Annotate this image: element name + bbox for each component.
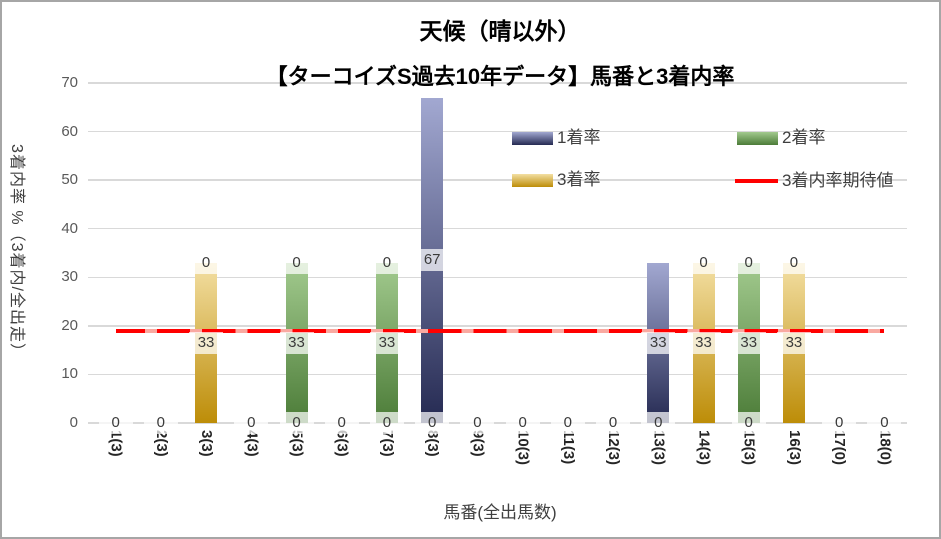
legend-item-3rd-rate: 3着率 (512, 170, 600, 190)
y-tick-label-50: 50 (61, 171, 78, 189)
data-label-horse-7: 0 (369, 412, 404, 434)
data-label-horse-1: 0 (98, 412, 133, 434)
legend-item-expected-rate: 3着内率期待値 (735, 171, 893, 191)
data-label-horse-7: 0 (369, 251, 404, 274)
legend-item-2nd-rate: 2着率 (737, 128, 825, 148)
chart-title-line2: 【ターコイズS過去10年データ】馬番と3着内率 (265, 64, 735, 89)
gridline-20 (88, 325, 907, 327)
x-tick-label-2: 2(3) (152, 430, 170, 457)
legend-swatch-expected-rate-line-icon (735, 179, 778, 183)
y-axis-title: 3着内率 %（3着内/全出走） (8, 144, 25, 360)
x-tick-label-11: 11(3) (559, 430, 577, 465)
data-label-horse-10: 0 (505, 412, 540, 434)
x-tick-label-12: 12(3) (605, 430, 623, 466)
data-label-horse-18: 0 (867, 412, 902, 434)
data-label-horse-6: 0 (324, 412, 359, 434)
data-label-horse-2: 0 (143, 412, 178, 434)
x-axis-title: 馬番(全出馬数) (443, 503, 557, 522)
y-tick-label-40: 40 (61, 219, 78, 237)
gridline-70 (88, 82, 907, 84)
legend-swatch-3rd-rate-icon (512, 173, 553, 187)
data-label-horse-15: 0 (731, 251, 766, 274)
y-tick-label-10: 10 (61, 365, 78, 383)
x-tick-label-6: 6(3) (333, 430, 351, 457)
data-label-horse-3: 33 (189, 331, 224, 354)
x-tick-label-13: 13(3) (650, 430, 668, 466)
gridline-10 (88, 373, 907, 376)
x-tick-label-5: 5(3) (288, 430, 306, 457)
expected-rate-line (115, 328, 885, 333)
x-tick-label-15: 15(3) (740, 430, 758, 466)
x-tick-label-1: 1(3) (107, 430, 125, 457)
y-tick-label-0: 0 (69, 414, 78, 431)
x-tick-label-14: 14(3) (695, 430, 713, 466)
gridline-30 (88, 276, 907, 279)
legend-label-2nd-rate: 2着率 (782, 128, 826, 147)
legend-item-1st-rate: 1着率 (512, 128, 600, 148)
gridline-50 (88, 179, 907, 181)
legend-label-1st-rate: 1着率 (557, 128, 601, 147)
x-tick-label-16: 16(3) (785, 430, 803, 466)
chart-title-line1: 天候（晴以外） (419, 18, 581, 44)
legend-swatch-2nd-rate-icon (737, 131, 778, 145)
x-tick-label-7: 7(3) (378, 430, 396, 457)
data-label-horse-8: 0 (415, 412, 450, 434)
data-label-horse-8: 67 (415, 249, 450, 272)
gridline-40 (88, 227, 907, 230)
data-label-horse-12: 0 (596, 412, 631, 434)
data-label-horse-4: 0 (234, 412, 269, 434)
data-label-horse-13: 0 (641, 412, 676, 434)
legend-swatch-1st-rate-icon (512, 131, 553, 145)
data-label-horse-15: 33 (731, 331, 766, 354)
data-label-horse-7: 33 (369, 331, 404, 354)
data-label-horse-3: 0 (189, 251, 224, 274)
data-label-horse-11: 0 (550, 412, 585, 434)
data-label-horse-17: 0 (822, 412, 857, 434)
data-label-horse-13: 33 (641, 331, 676, 354)
gridline-0 (88, 422, 907, 424)
y-tick-label-30: 30 (61, 268, 78, 286)
y-tick-label-70: 70 (61, 74, 78, 91)
x-tick-label-9: 9(3) (469, 430, 487, 457)
x-tick-label-18: 18(0) (876, 430, 894, 466)
data-label-horse-15: 0 (731, 412, 766, 434)
data-label-horse-5: 0 (279, 251, 314, 274)
data-label-horse-16: 33 (776, 331, 811, 354)
data-label-horse-9: 0 (460, 412, 495, 434)
data-label-horse-5: 0 (279, 412, 314, 434)
data-label-horse-14: 0 (686, 251, 721, 274)
y-tick-label-60: 60 (61, 122, 78, 140)
gridline-60 (88, 130, 907, 133)
data-label-horse-16: 0 (776, 251, 811, 274)
legend-label-3rd-rate: 3着率 (557, 170, 601, 189)
x-tick-label-10: 10(3) (514, 430, 532, 466)
y-tick-label-20: 20 (61, 316, 78, 334)
x-tick-label-3: 3(3) (198, 430, 216, 457)
data-label-horse-5: 33 (279, 331, 314, 354)
x-tick-label-8: 8(3) (424, 430, 442, 457)
x-tick-label-17: 17(0) (831, 430, 849, 466)
legend-label-expected-rate: 3着内率期待値 (782, 171, 894, 190)
x-tick-label-4: 4(3) (243, 430, 261, 457)
data-label-horse-14: 33 (686, 331, 721, 354)
